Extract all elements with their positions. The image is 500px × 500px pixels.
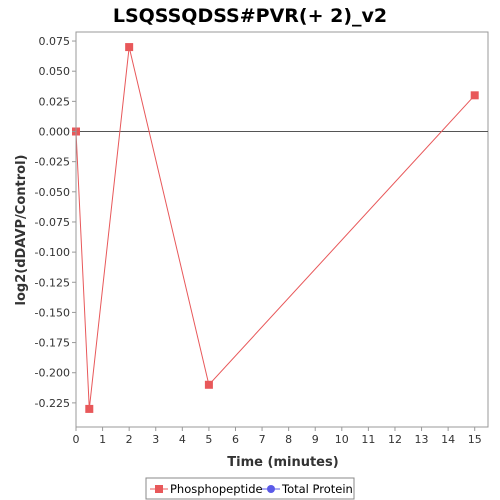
y-tick-label: 0.025 [39, 95, 71, 108]
x-tick-label: 3 [152, 433, 159, 446]
x-tick-label: 8 [285, 433, 292, 446]
legend-label-total-protein: Total Protein [281, 482, 353, 496]
plot-frame [75, 31, 489, 428]
y-tick-label: -0.175 [35, 337, 70, 350]
data-point-phosphopeptide [85, 404, 94, 413]
x-tick-label: 2 [126, 433, 133, 446]
y-tick-label: -0.125 [35, 276, 70, 289]
legend-label-phosphopeptide: Phosphopeptide [170, 482, 263, 496]
y-tick-label: -0.100 [35, 246, 70, 259]
x-tick-label: 1 [99, 433, 106, 446]
x-tick-label: 12 [388, 433, 402, 446]
x-tick-label: 6 [232, 433, 239, 446]
data-point-phosphopeptide [470, 91, 479, 100]
y-axis: 0.075 0.050 0.025 0.000 -0.025 -0.050 -0.075 -0… [35, 32, 77, 427]
plot-area [72, 31, 489, 428]
y-tick-label: -0.075 [35, 216, 70, 229]
y-axis-label: log2(dDAVP/Control) [14, 155, 29, 306]
y-tick-label: 0.075 [39, 35, 71, 48]
x-tick-label: 0 [73, 433, 80, 446]
x-tick-label: 14 [441, 433, 455, 446]
y-tick-label: -0.025 [35, 156, 70, 169]
x-tick-label: 7 [259, 433, 266, 446]
data-point-phosphopeptide [204, 380, 213, 389]
legend-item-phosphopeptide: Phosphopeptide [150, 482, 263, 496]
x-axis-label: Time (minutes) [227, 455, 338, 470]
x-tick-label: 11 [361, 433, 375, 446]
x-axis: 0 1 2 3 4 5 6 7 8 9 10 11 12 13 14 15 [73, 426, 488, 446]
chart-title: LSQSSQDSS#PVR(+ 2)_v2 [113, 5, 387, 27]
x-tick-label: 9 [312, 433, 319, 446]
y-tick-label: 0.000 [39, 126, 71, 139]
y-tick-label: 0.050 [39, 65, 71, 78]
legend-marker-phosphopeptide [155, 485, 163, 493]
y-tick-label: -0.050 [35, 186, 70, 199]
y-tick-label: -0.150 [35, 306, 70, 319]
x-tick-label: 15 [468, 433, 482, 446]
y-ticks: 0.075 0.050 0.025 0.000 -0.025 -0.050 -0.075 -0… [35, 35, 76, 410]
legend: Phosphopeptide Total Protein [145, 477, 355, 500]
x-tick-label: 4 [179, 433, 186, 446]
x-tick-label: 13 [415, 433, 429, 446]
y-tick-label: -0.225 [35, 397, 70, 410]
legend-box [145, 477, 355, 500]
x-tick-label: 5 [205, 433, 212, 446]
x-tick-label: 10 [335, 433, 349, 446]
y-tick-label: -0.200 [35, 367, 70, 380]
data-point-phosphopeptide [125, 43, 134, 52]
legend-item-total-protein: Total Protein [262, 482, 353, 496]
x-ticks: 0 1 2 3 4 5 6 7 8 9 10 11 12 13 14 15 [73, 427, 482, 446]
legend-marker-total-protein [267, 485, 275, 493]
